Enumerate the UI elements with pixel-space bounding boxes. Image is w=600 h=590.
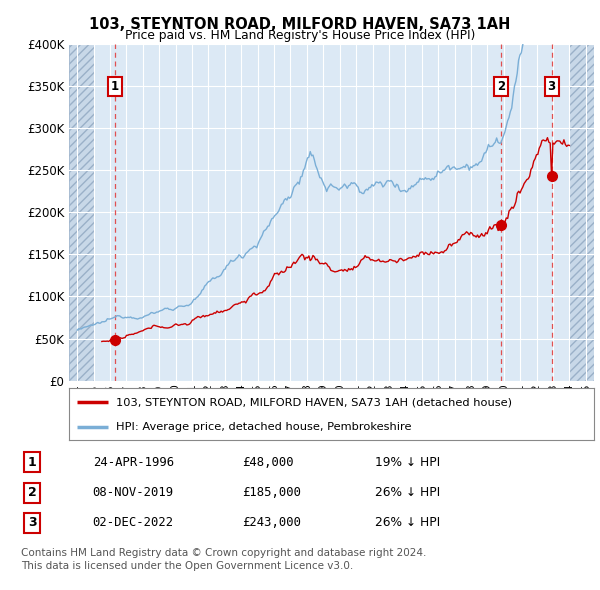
Text: 24-APR-1996: 24-APR-1996 [92, 456, 174, 469]
Text: 02-DEC-2022: 02-DEC-2022 [92, 516, 174, 529]
Text: 26% ↓ HPI: 26% ↓ HPI [375, 516, 440, 529]
Text: 19% ↓ HPI: 19% ↓ HPI [375, 456, 440, 469]
Text: 3: 3 [28, 516, 37, 529]
Text: HPI: Average price, detached house, Pembrokeshire: HPI: Average price, detached house, Pemb… [116, 422, 412, 431]
Text: £243,000: £243,000 [242, 516, 301, 529]
Text: 103, STEYNTON ROAD, MILFORD HAVEN, SA73 1AH: 103, STEYNTON ROAD, MILFORD HAVEN, SA73 … [89, 17, 511, 31]
Text: 2: 2 [497, 80, 505, 93]
Text: 3: 3 [548, 80, 556, 93]
Text: Price paid vs. HM Land Registry's House Price Index (HPI): Price paid vs. HM Land Registry's House … [125, 30, 475, 42]
Text: 08-NOV-2019: 08-NOV-2019 [92, 486, 174, 499]
Bar [69, 44, 94, 381]
Text: 1: 1 [28, 456, 37, 469]
Bar [569, 44, 594, 381]
Text: 1: 1 [111, 80, 119, 93]
Text: £48,000: £48,000 [242, 456, 294, 469]
Text: 26% ↓ HPI: 26% ↓ HPI [375, 486, 440, 499]
Text: Contains HM Land Registry data © Crown copyright and database right 2024.: Contains HM Land Registry data © Crown c… [21, 548, 427, 558]
Text: 103, STEYNTON ROAD, MILFORD HAVEN, SA73 1AH (detached house): 103, STEYNTON ROAD, MILFORD HAVEN, SA73 … [116, 397, 512, 407]
Text: This data is licensed under the Open Government Licence v3.0.: This data is licensed under the Open Gov… [21, 560, 353, 571]
Text: 2: 2 [28, 486, 37, 499]
Text: £185,000: £185,000 [242, 486, 301, 499]
